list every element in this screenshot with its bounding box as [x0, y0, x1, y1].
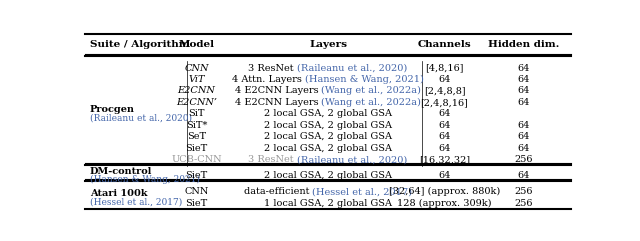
Text: 64: 64 [438, 144, 451, 153]
Text: 256: 256 [515, 155, 533, 164]
Text: DM-control: DM-control [90, 167, 152, 176]
Text: (Raileanu et al., 2020): (Raileanu et al., 2020) [297, 64, 408, 73]
Text: SiT: SiT [188, 109, 205, 118]
Text: Suite / Algorithm: Suite / Algorithm [90, 40, 189, 49]
Text: 64: 64 [438, 75, 451, 84]
Text: SieT: SieT [186, 171, 208, 180]
Text: 2 local GSA, 2 global GSA: 2 local GSA, 2 global GSA [264, 171, 392, 180]
Text: 64: 64 [518, 75, 530, 84]
Text: Hidden dim.: Hidden dim. [488, 40, 559, 49]
Text: 64: 64 [518, 98, 530, 107]
Text: SiT*: SiT* [186, 121, 207, 130]
Text: 64: 64 [518, 64, 530, 73]
Text: (Raileanu et al., 2020): (Raileanu et al., 2020) [90, 114, 192, 122]
Text: 64: 64 [518, 171, 530, 180]
Text: (Wang et al., 2022a): (Wang et al., 2022a) [321, 98, 421, 107]
Text: 64: 64 [518, 87, 530, 95]
Text: 2 local GSA, 2 global GSA: 2 local GSA, 2 global GSA [264, 121, 392, 130]
Text: Atari 100k: Atari 100k [90, 189, 147, 198]
Text: (Wang et al., 2022a): (Wang et al., 2022a) [321, 86, 421, 95]
Text: 64: 64 [438, 171, 451, 180]
Text: 64: 64 [518, 132, 530, 141]
Text: 256: 256 [515, 187, 533, 196]
Text: SieT: SieT [186, 199, 208, 208]
Text: CNN: CNN [184, 187, 209, 196]
Text: E2CNN’: E2CNN’ [176, 98, 217, 107]
Text: Channels: Channels [418, 40, 472, 49]
Text: 64: 64 [438, 132, 451, 141]
Text: SeT: SeT [187, 132, 206, 141]
Text: 128 (approx. 309k): 128 (approx. 309k) [397, 199, 492, 208]
Text: 3 ResNet: 3 ResNet [248, 64, 297, 73]
Text: (Hansen & Wang, 2021): (Hansen & Wang, 2021) [305, 75, 424, 84]
Text: 64: 64 [438, 109, 451, 118]
Text: ViT: ViT [188, 75, 205, 84]
Text: 256: 256 [515, 199, 533, 208]
Text: (Hessel et al., 2017): (Hessel et al., 2017) [312, 187, 412, 196]
Text: CNN: CNN [184, 64, 209, 73]
Text: Procgen: Procgen [90, 105, 135, 114]
Text: 2 local GSA, 2 global GSA: 2 local GSA, 2 global GSA [264, 109, 392, 118]
Text: 2 local GSA, 2 global GSA: 2 local GSA, 2 global GSA [264, 132, 392, 141]
Text: (Raileanu et al., 2020): (Raileanu et al., 2020) [297, 155, 408, 164]
Text: 1 local GSA, 2 global GSA: 1 local GSA, 2 global GSA [264, 199, 392, 208]
Text: 64: 64 [518, 144, 530, 153]
Text: Layers: Layers [309, 40, 347, 49]
Text: [2,4,8,16]: [2,4,8,16] [420, 98, 468, 107]
Text: [16,32,32]: [16,32,32] [419, 155, 470, 164]
Text: UCB-CNN: UCB-CNN [172, 155, 222, 164]
Text: [32,64] (approx. 880k): [32,64] (approx. 880k) [389, 187, 500, 196]
Text: 64: 64 [518, 121, 530, 130]
Text: 4 E2CNN Layers: 4 E2CNN Layers [235, 87, 321, 95]
Text: (Hessel et al., 2017): (Hessel et al., 2017) [90, 197, 182, 206]
Text: 64: 64 [438, 121, 451, 130]
Text: 4 E2CNN Layers: 4 E2CNN Layers [235, 98, 321, 107]
Text: 4 Attn. Layers: 4 Attn. Layers [232, 75, 305, 84]
Text: [4,8,16]: [4,8,16] [426, 64, 464, 73]
Text: data-efficient: data-efficient [244, 187, 312, 196]
Text: (Hansen & Wang, 2021): (Hansen & Wang, 2021) [90, 175, 200, 184]
Text: [2,4,8,8]: [2,4,8,8] [424, 87, 465, 95]
Text: 3 ResNet: 3 ResNet [248, 155, 297, 164]
Text: SieT: SieT [186, 144, 208, 153]
Text: 2 local GSA, 2 global GSA: 2 local GSA, 2 global GSA [264, 144, 392, 153]
Text: E2CNN: E2CNN [178, 87, 216, 95]
Text: Model: Model [179, 40, 214, 49]
